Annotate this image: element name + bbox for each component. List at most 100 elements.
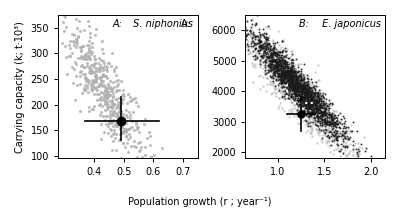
Point: [283, 70, 289, 74]
Point: [109, 113, 116, 116]
Point: [274, 52, 280, 56]
Point: [304, 83, 311, 87]
Point: [316, 104, 322, 108]
Point: [294, 80, 300, 84]
Point: [116, 102, 122, 105]
Point: [275, 71, 282, 74]
Point: [308, 98, 314, 102]
Point: [309, 106, 316, 109]
Point: [306, 103, 313, 107]
Point: [275, 90, 281, 93]
Point: [304, 74, 311, 78]
Point: [306, 114, 313, 117]
Point: [299, 84, 306, 88]
Point: [304, 81, 310, 84]
Point: [274, 77, 280, 80]
Point: [308, 127, 315, 130]
Point: [289, 62, 296, 65]
Point: [263, 48, 269, 51]
Point: [329, 140, 335, 143]
Point: [88, 83, 94, 86]
Point: [327, 150, 333, 153]
Point: [346, 132, 352, 135]
Point: [329, 102, 336, 105]
Point: [287, 78, 293, 82]
Point: [310, 120, 316, 124]
Point: [125, 133, 132, 136]
Point: [326, 129, 333, 132]
Point: [319, 97, 325, 100]
Point: [297, 73, 304, 76]
Point: [310, 102, 316, 106]
Point: [256, 40, 262, 43]
Point: [352, 141, 358, 145]
Point: [293, 74, 299, 78]
Point: [289, 88, 296, 92]
Point: [313, 108, 320, 111]
Point: [293, 88, 299, 91]
Point: [72, 61, 78, 64]
Point: [294, 101, 301, 104]
Point: [332, 134, 339, 138]
Point: [110, 91, 116, 94]
Point: [321, 130, 328, 134]
Point: [315, 92, 322, 95]
Point: [317, 108, 323, 111]
Point: [329, 130, 335, 134]
Point: [319, 115, 326, 118]
Point: [277, 76, 283, 79]
Point: [254, 49, 261, 52]
Point: [295, 111, 302, 115]
Point: [93, 87, 100, 90]
Point: [258, 45, 265, 48]
Point: [288, 68, 294, 71]
Point: [279, 65, 286, 68]
Point: [106, 94, 113, 97]
Point: [262, 65, 268, 69]
Point: [117, 127, 123, 131]
Point: [292, 80, 299, 83]
Point: [304, 89, 311, 92]
Point: [285, 89, 292, 93]
Point: [105, 92, 111, 96]
Point: [234, 7, 241, 11]
Point: [274, 64, 281, 68]
Point: [286, 80, 292, 83]
Point: [293, 57, 300, 61]
Point: [142, 153, 148, 157]
Point: [129, 99, 136, 102]
Point: [279, 70, 286, 74]
Point: [292, 90, 298, 94]
Point: [87, 66, 93, 69]
Point: [280, 68, 286, 71]
Point: [302, 88, 309, 92]
Point: [276, 73, 282, 76]
Point: [296, 79, 303, 82]
Point: [316, 104, 323, 107]
Point: [272, 74, 278, 77]
Point: [303, 103, 310, 107]
Point: [98, 97, 104, 100]
Point: [326, 113, 333, 117]
Point: [98, 95, 104, 99]
Point: [270, 76, 277, 80]
Point: [312, 120, 318, 123]
Point: [296, 82, 302, 86]
Point: [288, 81, 295, 84]
Point: [284, 66, 291, 69]
Point: [319, 121, 325, 124]
Point: [123, 121, 129, 125]
Point: [244, 43, 250, 46]
Point: [299, 102, 306, 106]
Point: [267, 54, 274, 57]
Point: [279, 85, 285, 89]
Point: [308, 103, 314, 106]
Point: [301, 97, 307, 100]
Point: [131, 129, 137, 132]
Point: [280, 80, 286, 83]
Point: [324, 139, 330, 142]
Point: [224, 17, 231, 20]
Point: [313, 119, 320, 122]
Point: [243, 38, 249, 41]
Point: [304, 124, 310, 127]
